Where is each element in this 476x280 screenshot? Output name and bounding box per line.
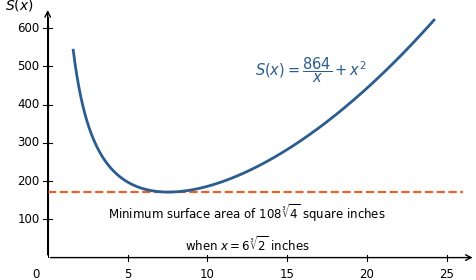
Text: 10: 10 [199,268,214,280]
Text: 5: 5 [124,268,131,280]
Text: $S(x) = \dfrac{864}{x} + x^2$: $S(x) = \dfrac{864}{x} + x^2$ [255,55,366,85]
Text: 100: 100 [18,213,40,226]
Text: 400: 400 [18,98,40,111]
Text: 600: 600 [18,22,40,35]
Text: $S(x)$: $S(x)$ [5,0,33,13]
Text: 20: 20 [359,268,374,280]
Text: 25: 25 [438,268,453,280]
Text: 0: 0 [32,268,40,280]
Text: Minimum surface area of $108\sqrt[3]{4}$ square inches
when $x = 6\sqrt[3]{2}$ i: Minimum surface area of $108\sqrt[3]{4}$… [108,202,385,254]
Text: 200: 200 [18,175,40,188]
Text: 15: 15 [279,268,294,280]
Text: 300: 300 [18,136,40,150]
Text: 500: 500 [18,60,40,73]
